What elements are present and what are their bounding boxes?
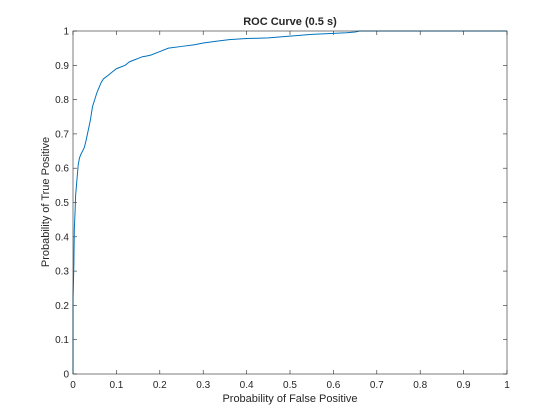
- y-axis-label: Probability of True Positive: [40, 137, 52, 267]
- axes-frame: [72, 30, 508, 375]
- y-tick-label: 0.1: [55, 335, 69, 346]
- x-tick-label: 0.8: [413, 380, 427, 391]
- chart-title: ROC Curve (0.5 s): [243, 16, 337, 28]
- y-tick-label: 0.2: [55, 301, 69, 312]
- y-tick-label: 0.5: [55, 198, 69, 209]
- x-tick-labels: 0 0.1 0.2 0.3 0.4 0.5 0.6 0.7 0.8 0.9 1: [70, 380, 510, 391]
- plot-area: [73, 31, 507, 374]
- x-tick-label: 0.2: [153, 380, 167, 391]
- y-tick-label: 0.9: [55, 61, 69, 72]
- roc-curve-line: [72, 30, 507, 374]
- x-tick-label: 0.3: [196, 380, 210, 391]
- x-tick-label: 0.1: [109, 380, 123, 391]
- x-tick-label: 0.6: [326, 380, 340, 391]
- y-tick-label: 0.7: [55, 129, 69, 140]
- x-tick-label: 1: [504, 380, 510, 391]
- y-tick-label: 0.6: [55, 164, 69, 175]
- y-tick-labels: 0 0.1 0.2 0.3 0.4 0.5 0.6 0.7 0.8 0.9 1: [55, 27, 69, 381]
- y-tick-label: 0.8: [55, 95, 69, 106]
- y-tick-label: 0.4: [55, 232, 69, 243]
- x-axis-label: Probability of False Positive: [222, 393, 357, 405]
- x-tick-label: 0.9: [457, 380, 471, 391]
- x-tick-label: 0.5: [283, 380, 297, 391]
- y-tick-label: 0: [63, 370, 69, 381]
- x-tick-label: 0: [70, 380, 76, 391]
- y-tick-label: 0.3: [55, 267, 69, 278]
- x-tick-label: 0.4: [240, 380, 254, 391]
- y-tick-label: 1: [63, 27, 69, 38]
- x-tick-label: 0.7: [370, 380, 384, 391]
